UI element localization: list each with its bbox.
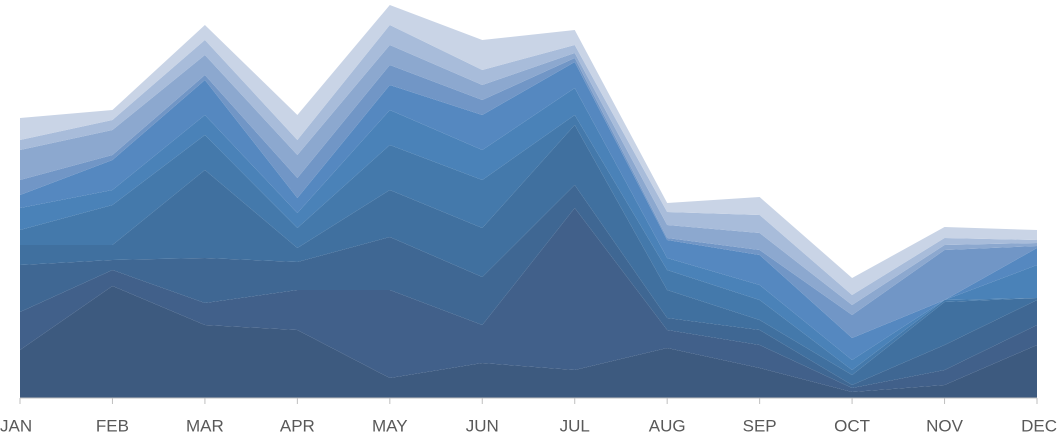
x-tick-label: DEC: [1021, 416, 1057, 435]
x-tick-label: JAN: [0, 416, 32, 435]
x-tick-label: OCT: [834, 416, 870, 435]
x-tick-label: AUG: [649, 416, 686, 435]
area: [20, 115, 1037, 375]
area: [20, 88, 1037, 370]
x-tick-label: MAR: [186, 416, 224, 435]
area: [20, 62, 1037, 360]
x-tick-label: JUN: [466, 416, 499, 435]
area: [20, 185, 1037, 388]
area: [20, 208, 1037, 392]
area: [20, 125, 1037, 385]
x-tick-label: FEB: [96, 416, 129, 435]
x-tick-label: JUL: [560, 416, 590, 435]
area: [20, 286, 1037, 398]
x-tick-label: APR: [280, 416, 315, 435]
x-tick-label: MAY: [372, 416, 408, 435]
x-tick-label: SEP: [743, 416, 777, 435]
area: [20, 5, 1037, 295]
area: [20, 58, 1037, 338]
x-tick-label: NOV: [926, 416, 964, 435]
